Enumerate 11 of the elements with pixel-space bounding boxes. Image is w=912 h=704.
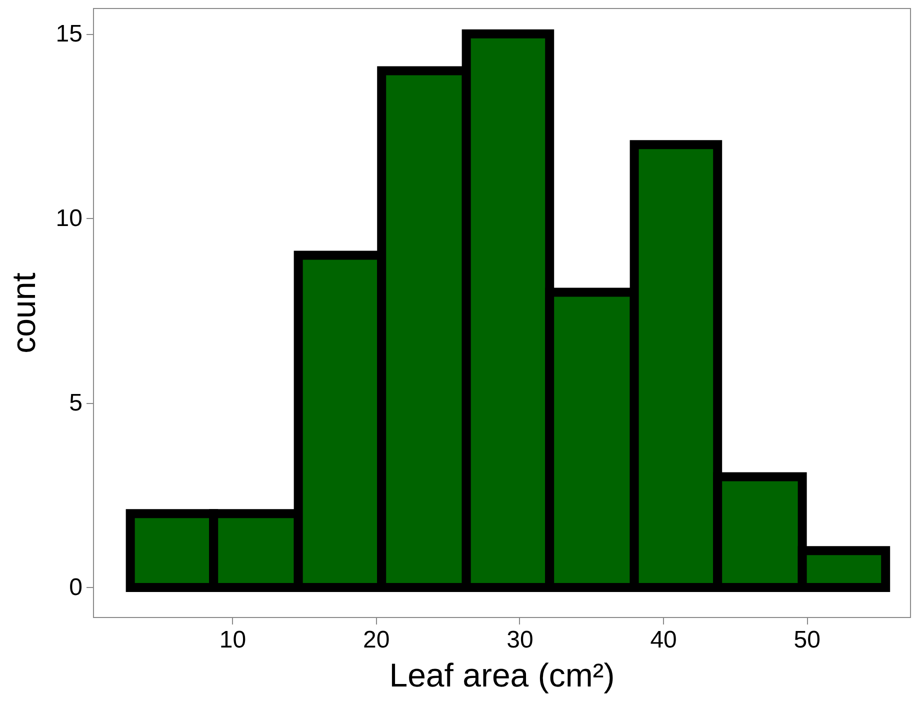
x-tick-label: 40	[650, 626, 677, 654]
x-tick-label: 10	[219, 626, 246, 654]
y-tick-label: 15	[56, 20, 82, 48]
y-tick-label: 5	[69, 389, 82, 416]
y-tick-label: 0	[69, 574, 82, 601]
x-axis-title: Leaf area (cm²)	[389, 656, 615, 694]
y-axis-title: count	[4, 272, 42, 354]
x-tick-label: 30	[506, 626, 534, 654]
y-tick-label: 10	[56, 204, 82, 232]
x-tick-label: 50	[794, 626, 820, 654]
x-tick-label: 20	[363, 626, 390, 654]
